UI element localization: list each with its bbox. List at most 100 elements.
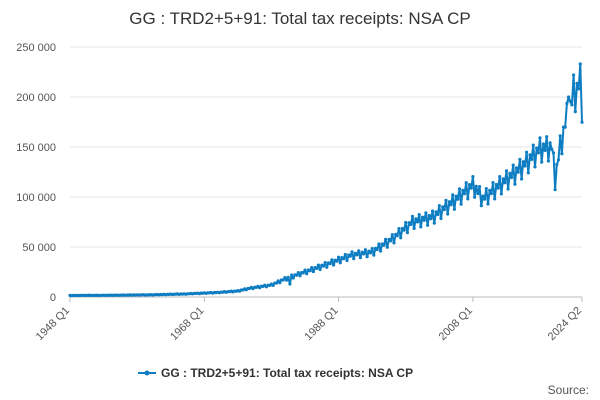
data-point[interactable] bbox=[551, 151, 556, 155]
data-point[interactable] bbox=[405, 231, 409, 235]
data-point[interactable] bbox=[573, 110, 577, 114]
data-point[interactable] bbox=[494, 182, 498, 187]
data-point[interactable] bbox=[271, 283, 275, 287]
data-point[interactable] bbox=[558, 134, 562, 138]
data-point[interactable] bbox=[501, 177, 505, 181]
data-point[interactable] bbox=[427, 213, 431, 218]
data-point[interactable] bbox=[283, 276, 287, 280]
legend[interactable]: GG : TRD2+5+91: Total tax receipts: NSA … bbox=[138, 366, 413, 380]
data-point[interactable] bbox=[509, 175, 514, 180]
data-point[interactable] bbox=[464, 181, 468, 185]
data-point[interactable] bbox=[499, 192, 503, 196]
data-point[interactable] bbox=[556, 158, 561, 162]
data-point[interactable] bbox=[511, 163, 515, 167]
data-point[interactable] bbox=[531, 143, 535, 147]
data-point[interactable] bbox=[281, 278, 285, 282]
data-point[interactable] bbox=[286, 275, 290, 279]
data-point[interactable] bbox=[478, 185, 482, 189]
data-point[interactable] bbox=[338, 261, 342, 265]
data-point[interactable] bbox=[545, 135, 549, 139]
data-point[interactable] bbox=[491, 181, 495, 185]
data-point[interactable] bbox=[424, 211, 428, 215]
data-point[interactable] bbox=[315, 266, 319, 270]
data-point[interactable] bbox=[298, 274, 302, 278]
data-point[interactable] bbox=[441, 205, 445, 209]
data-point[interactable] bbox=[426, 223, 430, 227]
data-point[interactable] bbox=[305, 272, 309, 276]
data-point[interactable] bbox=[422, 218, 426, 222]
data-point[interactable] bbox=[316, 263, 320, 267]
data-point[interactable] bbox=[514, 166, 519, 170]
data-point[interactable] bbox=[503, 181, 507, 185]
data-point[interactable] bbox=[350, 250, 354, 254]
data-point[interactable] bbox=[337, 255, 341, 259]
data-point[interactable] bbox=[343, 252, 347, 257]
data-point[interactable] bbox=[437, 204, 441, 208]
data-point[interactable] bbox=[572, 73, 576, 77]
data-point[interactable] bbox=[420, 215, 425, 219]
data-point[interactable] bbox=[392, 241, 396, 245]
data-point[interactable] bbox=[308, 269, 312, 273]
data-point[interactable] bbox=[538, 136, 542, 140]
data-point[interactable] bbox=[278, 281, 282, 285]
data-point[interactable] bbox=[553, 188, 557, 192]
data-point[interactable] bbox=[342, 257, 346, 261]
data-point[interactable] bbox=[332, 263, 336, 267]
data-point[interactable] bbox=[457, 187, 462, 191]
data-point[interactable] bbox=[523, 164, 527, 168]
data-point[interactable] bbox=[471, 175, 475, 179]
data-point[interactable] bbox=[409, 222, 413, 227]
data-point[interactable] bbox=[431, 209, 435, 213]
data-point[interactable] bbox=[444, 198, 448, 202]
data-point[interactable] bbox=[370, 247, 374, 251]
data-point[interactable] bbox=[528, 153, 532, 157]
data-point[interactable] bbox=[310, 266, 314, 270]
data-point[interactable] bbox=[575, 81, 579, 85]
data-point[interactable] bbox=[530, 157, 534, 161]
data-point[interactable] bbox=[303, 268, 307, 272]
data-point[interactable] bbox=[285, 278, 289, 282]
data-point[interactable] bbox=[459, 202, 463, 206]
data-point[interactable] bbox=[550, 147, 554, 151]
data-point[interactable] bbox=[461, 188, 465, 192]
data-point[interactable] bbox=[325, 265, 329, 269]
data-point[interactable] bbox=[397, 227, 401, 231]
data-point[interactable] bbox=[372, 253, 376, 257]
data-point[interactable] bbox=[335, 259, 339, 263]
data-point[interactable] bbox=[311, 270, 315, 274]
data-point[interactable] bbox=[296, 271, 300, 275]
data-point[interactable] bbox=[446, 212, 450, 216]
data-point[interactable] bbox=[434, 210, 438, 214]
data-point[interactable] bbox=[429, 217, 433, 221]
data-point[interactable] bbox=[525, 150, 529, 154]
data-point[interactable] bbox=[382, 243, 386, 247]
data-point[interactable] bbox=[486, 202, 490, 206]
data-point[interactable] bbox=[323, 261, 327, 265]
data-point[interactable] bbox=[516, 170, 520, 174]
data-point[interactable] bbox=[479, 204, 483, 208]
data-point[interactable] bbox=[577, 87, 581, 91]
data-point[interactable] bbox=[476, 192, 480, 196]
data-point[interactable] bbox=[362, 252, 366, 256]
data-point[interactable] bbox=[330, 258, 334, 262]
data-point[interactable] bbox=[414, 217, 418, 221]
data-point[interactable] bbox=[521, 160, 525, 164]
data-point[interactable] bbox=[390, 233, 394, 237]
data-point[interactable] bbox=[467, 183, 472, 187]
data-point[interactable] bbox=[560, 152, 564, 156]
data-point[interactable] bbox=[412, 226, 416, 230]
data-point[interactable] bbox=[449, 203, 453, 207]
data-point[interactable] bbox=[417, 213, 421, 217]
data-point[interactable] bbox=[474, 184, 478, 188]
data-point[interactable] bbox=[489, 192, 493, 196]
data-point[interactable] bbox=[363, 248, 367, 252]
data-point[interactable] bbox=[504, 169, 509, 173]
data-point[interactable] bbox=[301, 271, 305, 275]
data-point[interactable] bbox=[518, 157, 522, 161]
data-point[interactable] bbox=[451, 193, 455, 197]
data-point[interactable] bbox=[533, 165, 537, 169]
data-point[interactable] bbox=[321, 264, 326, 268]
data-point[interactable] bbox=[546, 159, 551, 163]
data-point[interactable] bbox=[368, 251, 373, 255]
data-point[interactable] bbox=[506, 187, 510, 191]
